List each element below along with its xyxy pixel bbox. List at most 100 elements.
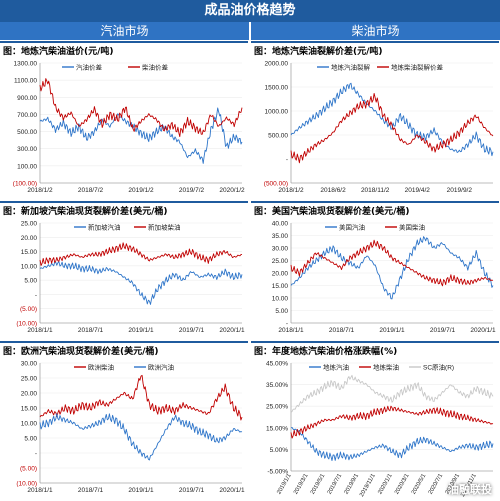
legend-label: 柴油价差 [142, 63, 169, 72]
y-tick-label: - [35, 451, 37, 458]
x-tick-label: 2019/1/1 [379, 327, 405, 334]
chart-svg: 25.0020.0015.0010.005.00-(5.00)(10.00)20… [16, 221, 245, 335]
y-tick-label: 5.00 [275, 308, 288, 315]
series-line [39, 107, 243, 164]
y-tick-label: (5.00) [20, 306, 37, 313]
y-tick-label: 15.00% [266, 425, 288, 432]
x-tick-label: 2018/1/2 [278, 187, 304, 194]
left-column-header: 汽油市场 [0, 22, 249, 40]
legend-label: 欧洲柴油 [88, 363, 114, 372]
chart-title: 图：欧洲汽柴油现货裂解价差(美元/桶) [3, 347, 159, 357]
x-tick-label: 2019/1/1 [276, 473, 292, 496]
legend-label: 美国柴油 [399, 223, 425, 232]
chart-title: 图：地炼汽柴油溢价(元/吨) [3, 47, 114, 57]
series-line [39, 78, 243, 138]
x-tick-label: 2019/11/1 [359, 473, 377, 498]
x-tick-label: 2018/7/1 [78, 327, 104, 334]
x-tick-label: 2019/3/1 [293, 473, 309, 496]
y-tick-label: - [286, 157, 288, 164]
y-tick-label: 15.00 [21, 249, 38, 256]
x-tick-label: 2019/1/1 [128, 327, 154, 334]
series-line [290, 82, 494, 157]
y-tick-label: 25.00% [266, 404, 288, 411]
x-tick-label: 2020/5/1 [411, 473, 427, 496]
x-tick-label: 2019/4/2 [405, 187, 431, 194]
y-tick-label: (10.00) [16, 481, 37, 488]
chart-panel-p4: 图：美国汽柴油现货裂解价差(美元/桶) 40.00 35.00 30.00 25.00 2… [251, 201, 499, 339]
chart-panel-p3: 图：新加坡汽柴油现货裂解价差(美元/桶) 25.00 20.00 15.00 10.00… [0, 201, 248, 339]
series-line [39, 242, 243, 266]
watermark: 油融联投 [448, 483, 492, 496]
x-tick-label: 2020/7/1 [428, 473, 444, 496]
y-tick-label: 45.00% [266, 361, 288, 368]
y-tick-label: 5.00 [24, 436, 37, 443]
x-tick-label: 2019/9/2 [447, 187, 473, 194]
chart-title: 图：年度地炼汽柴油价格涨跌幅(%) [254, 347, 398, 357]
y-tick-label: - [35, 292, 37, 299]
y-tick-label: 10.00 [21, 263, 38, 270]
series-line [290, 427, 494, 462]
series-line [39, 413, 243, 461]
chart-panel-p1: 图：地炼汽柴油溢价(元/吨) 1300.00 1100.00 900.00 700.00… [0, 41, 248, 199]
y-tick-label: 20.00 [21, 391, 38, 398]
legend-label: 地炼汽油裂解 [331, 63, 371, 72]
x-tick-label: 2019/7/1 [430, 327, 456, 334]
y-tick-label: 40.00 [272, 221, 289, 228]
chart-title: 图：新加坡汽柴油现货裂解价差(美元/桶) [3, 207, 168, 217]
y-tick-label: (100.00) [13, 181, 37, 188]
x-tick-label: 2019/1/2 [128, 187, 154, 194]
y-tick-label: (500.00) [264, 181, 288, 188]
chart-svg: 40.00 35.00 30.00 25.00 20.00 15.00 10.00 5.00 -… [272, 221, 496, 335]
y-tick-label: 1500.00 [265, 85, 289, 92]
x-tick-label: 2020/1/1 [470, 327, 496, 334]
legend-label: 地炼汽油 [323, 363, 349, 372]
x-tick-label: 2019/7/1 [179, 487, 205, 494]
y-tick-label: 30.00 [272, 246, 289, 253]
x-tick-label: 2020/3/1 [394, 473, 410, 496]
x-tick-label: 2018/1/1 [27, 327, 53, 334]
y-tick-label: 30.00 [21, 361, 38, 368]
chart-svg: 1300.00 1100.00 900.00 700.00 500.00 300.00 10… [13, 61, 245, 195]
y-tick-label: 1100.00 [14, 78, 37, 85]
x-tick-label: 2018/7/1 [78, 487, 104, 494]
page-title: 成品油价格趋势 [0, 0, 500, 22]
chart-panel-p2: 图：地炼汽柴油裂解价差(元/吨) 2000.00 1500.00 1000.00 500… [251, 41, 499, 199]
chart-title: 图：地炼汽柴油裂解价差(元/吨) [254, 47, 383, 57]
y-tick-label: 500.00 [268, 133, 288, 140]
legend-label: 欧洲汽油 [148, 363, 174, 372]
y-tick-label: 35.00% [266, 382, 288, 389]
y-tick-label: 15.00 [21, 406, 38, 413]
x-tick-label: 2020/1/2 [219, 187, 245, 194]
y-tick-label: 900.00 [17, 95, 37, 102]
legend-label: 地炼柴油 [373, 363, 399, 372]
x-tick-label: 2018/1/1 [278, 327, 304, 334]
chart-svg: 2000.001500.001000.00500.00-(500.00)2018… [264, 61, 494, 194]
legend-label: SC原油(R) [423, 363, 454, 372]
y-tick-label: -5.00% [267, 469, 288, 476]
x-tick-label: 2018/7/1 [329, 327, 355, 334]
x-tick-label: 2019/7/2 [179, 187, 205, 194]
chart-panel-p6: 图：年度地炼汽柴油价格涨跌幅(%) 45.00% 35.00% 25.00% 15.00… [251, 341, 499, 499]
y-tick-label: 10.00 [272, 296, 289, 303]
x-tick-label: 2019/1/1 [128, 487, 154, 494]
y-tick-label: (10.00) [16, 321, 37, 328]
y-tick-label: 35.00 [272, 233, 289, 240]
y-tick-label: 700.00 [17, 112, 37, 119]
legend-label: 汽油价差 [76, 63, 103, 72]
y-tick-label: - [286, 321, 288, 328]
chart-svg: 30.00 25.00 20.00 15.00 10.00 5.00 - (5.00) (10.… [16, 361, 245, 495]
chart-title: 图：美国汽柴油现货裂解价差(美元/桶) [254, 207, 410, 217]
x-tick-label: 2018/1/2 [27, 187, 53, 194]
series-line [39, 374, 243, 421]
x-tick-label: 2020/1/1 [377, 473, 393, 496]
y-tick-label: 25.00 [272, 258, 289, 265]
y-tick-label: 20.00 [21, 235, 38, 242]
x-tick-label: 2019/7/1 [179, 327, 205, 334]
y-tick-label: 100.00 [17, 163, 37, 170]
chart-panel-p5: 图：欧洲汽柴油现货裂解价差(美元/桶) 30.00 25.00 20.00 15.00 1… [0, 341, 248, 499]
series-line [39, 261, 243, 305]
x-tick-label: 2019/9/1 [344, 473, 360, 496]
right-column-header: 柴油市场 [251, 22, 500, 40]
chart-svg: 45.00%35.00%25.00%15.00%5.00%-5.00%2019/… [266, 361, 494, 498]
legend-label: 新加坡汽油 [88, 223, 121, 232]
